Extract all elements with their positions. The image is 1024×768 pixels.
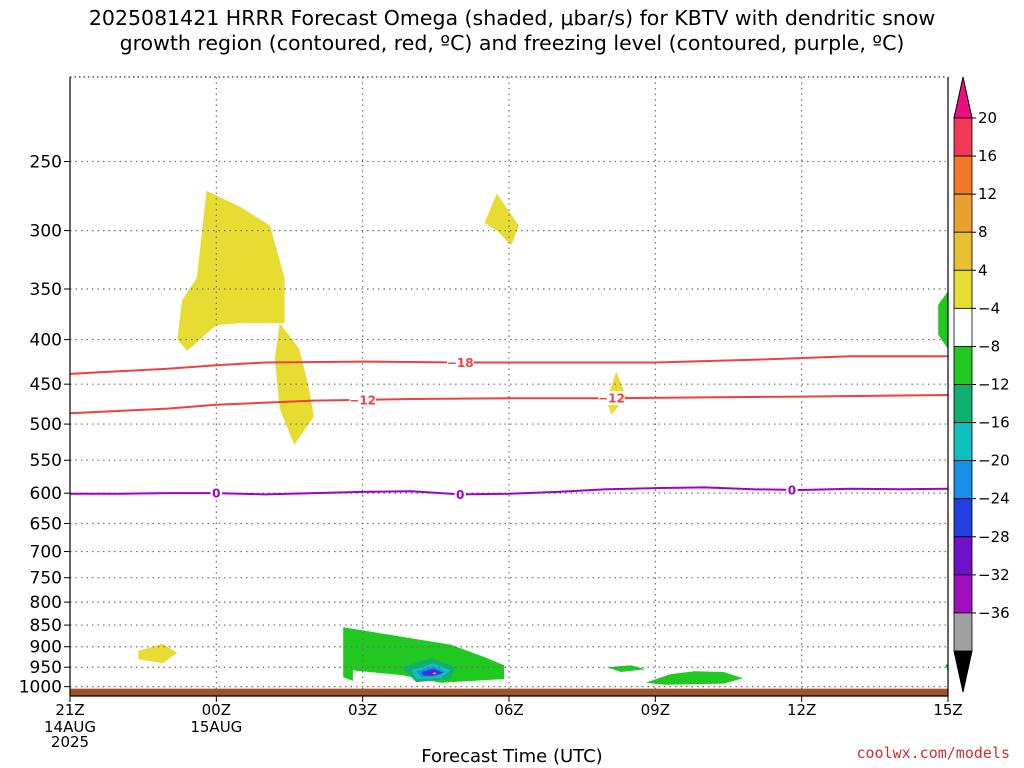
colorbar-tick-label-10: −24 <box>978 490 1010 508</box>
colorbar-tick-label-1: 16 <box>978 147 997 165</box>
colorbar-swatch-9 <box>953 460 973 500</box>
omega-region-7 <box>645 671 744 685</box>
colorbar-tick-label-0: 20 <box>978 109 997 127</box>
omega-region-8 <box>938 291 948 349</box>
colorbar-tick-label-9: −20 <box>978 452 1010 470</box>
freezing-0c-label: 0 <box>788 483 796 497</box>
x-tick-sublabel-00Z-0: 15AUG <box>190 718 242 736</box>
source-credit: coolwx.com/models <box>856 744 1010 762</box>
colorbar-top-arrow <box>953 76 973 119</box>
colorbar-tick-label-4: 4 <box>978 261 988 279</box>
y-tick-label-250: 250 <box>30 153 62 173</box>
colorbar-swatch-3 <box>953 231 973 271</box>
y-tick-label-1000: 1000 <box>19 678 62 698</box>
freezing-0b-label-bg <box>454 487 466 502</box>
colorbar-tick-label-5: −4 <box>978 299 1000 317</box>
x-tick-label-15Z: 15Z <box>933 701 962 719</box>
omega-shading <box>138 190 948 685</box>
chart-title: 2025081421 HRRR Forecast Omega (shaded, … <box>0 6 1024 56</box>
x-axis-title: Forecast Time (UTC) <box>421 746 603 767</box>
x-tick-label-21Z: 21Z <box>55 701 84 719</box>
colorbar-bottom-arrow <box>953 650 973 693</box>
colorbar-swatch-13 <box>953 612 973 652</box>
y-tick-label-650: 650 <box>30 514 62 534</box>
colorbar-swatch-7 <box>953 384 973 423</box>
colorbar-swatch-12 <box>953 574 973 614</box>
freezing-0b-label: 0 <box>456 488 464 502</box>
y-tick-label-600: 600 <box>30 484 62 504</box>
colorbar-swatch-0 <box>953 117 973 157</box>
colorbar: 20 16 12 8 4 −4 −8 −12 −16 −20 −24 −28 −32 −36 <box>953 76 1010 693</box>
contour-lines: −18 −12 −12 0 0 0 <box>69 355 949 502</box>
colorbar-tick-label-13: −36 <box>978 604 1010 622</box>
omega-region-5 <box>343 627 505 683</box>
colorbar-tick-label-12: −32 <box>978 566 1010 584</box>
colorbar-tick-label-6: −8 <box>978 337 1000 355</box>
y-tick-label-750: 750 <box>30 569 62 589</box>
colorbar-swatch-4 <box>953 269 973 309</box>
omega-region-4 <box>138 643 178 664</box>
dgz-minus12-label: −12 <box>349 393 376 407</box>
x-tick-sublabel-21Z-0: 14AUG <box>44 718 96 736</box>
y-tick-label-700: 700 <box>30 543 62 563</box>
grid-lines <box>70 77 948 696</box>
colorbar-swatch-5 <box>953 307 973 347</box>
y-tick-label-900: 900 <box>30 638 62 658</box>
dgz-minus18-label-bg <box>446 355 474 370</box>
y-tick-label-800: 800 <box>30 593 62 613</box>
chart-title-line2: growth region (contoured, red, ºC) and f… <box>119 31 905 55</box>
omega-region-1 <box>274 323 314 445</box>
x-tick-label-12Z: 12Z <box>787 701 816 719</box>
omega-region-6 <box>606 665 646 672</box>
dgz-minus12b-label-bg <box>598 391 625 406</box>
x-tick-label-03Z: 03Z <box>348 701 377 719</box>
colorbar-tick-label-11: −28 <box>978 528 1010 546</box>
x-tick-label-09Z: 09Z <box>641 701 670 719</box>
x-tick-label-00Z: 00Z <box>202 701 231 719</box>
y-tick-label-350: 350 <box>30 280 62 300</box>
colorbar-swatch-1 <box>953 155 973 195</box>
freezing-0c-label-bg <box>786 482 798 497</box>
y-tick-label-550: 550 <box>30 451 62 471</box>
colorbar-swatch-10 <box>953 498 973 538</box>
y-axis: 2503003504004505005506006507007508008509… <box>19 153 70 698</box>
y-tick-label-400: 400 <box>30 331 62 351</box>
omega-region-0 <box>177 190 285 351</box>
y-tick-label-950: 950 <box>30 658 62 678</box>
y-tick-label-450: 450 <box>30 375 62 395</box>
x-tick-label-06Z: 06Z <box>494 701 523 719</box>
ground-below-surface <box>70 688 948 696</box>
omega-region-15 <box>431 672 437 675</box>
colorbar-tick-label-8: −16 <box>978 414 1010 432</box>
colorbar-tick-label-3: 8 <box>978 223 988 241</box>
colorbar-swatch-6 <box>953 346 973 385</box>
colorbar-tick-label-7: −12 <box>978 376 1010 394</box>
freezing-0-label-bg <box>210 486 223 501</box>
dgz-minus18-label: −18 <box>447 356 474 370</box>
dgz-minus12b-label: −12 <box>598 392 625 406</box>
chart-title-line1: 2025081421 HRRR Forecast Omega (shaded, … <box>88 6 936 30</box>
dgz-minus12-line <box>69 394 949 415</box>
ground-layer <box>70 688 948 696</box>
dgz-minus12-label-bg <box>349 392 376 407</box>
x-tick-sublabel-21Z-1: 2025 <box>51 733 89 751</box>
y-tick-label-850: 850 <box>30 616 62 636</box>
omega-region-2 <box>484 193 519 246</box>
colorbar-swatch-8 <box>953 422 973 462</box>
colorbar-swatch-2 <box>953 193 973 233</box>
colorbar-swatch-11 <box>953 536 973 576</box>
colorbar-tick-label-2: 12 <box>978 185 997 203</box>
y-tick-label-500: 500 <box>30 415 62 435</box>
y-tick-label-300: 300 <box>30 222 62 242</box>
freezing-0-label: 0 <box>212 487 220 501</box>
